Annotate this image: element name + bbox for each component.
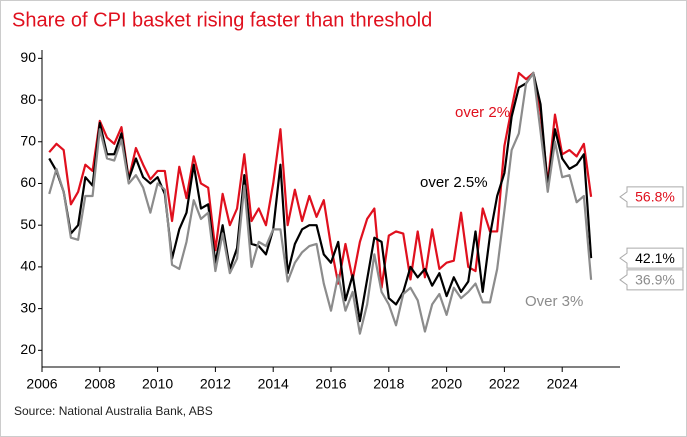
line	[48, 71, 593, 335]
x-tick-label: 2022	[489, 376, 520, 392]
x-tick-label: 2008	[84, 376, 115, 392]
y-tick-label: 20	[20, 341, 36, 357]
y-tick-label: 60	[20, 174, 36, 190]
x-tick-label: 2018	[373, 376, 404, 392]
x-tick-label: 2014	[258, 376, 289, 392]
label-box	[619, 247, 684, 269]
chart-title: Share of CPI basket rising faster than t…	[12, 9, 432, 31]
x-tick-label: 2006	[26, 376, 57, 392]
series-label: over 2.5%	[420, 174, 488, 191]
label-box	[619, 186, 684, 208]
y-tick-label: 70	[20, 132, 36, 148]
series-label: over 2%	[455, 104, 510, 121]
source: Source: National Australia Bank, ABS	[14, 404, 213, 418]
x-tick-label: 2020	[431, 376, 462, 392]
label-box	[619, 269, 684, 291]
y-tick-label: 80	[20, 91, 36, 107]
value-label: 36.9%	[635, 272, 675, 288]
x-tick-label: 2012	[200, 376, 231, 392]
x-tick-label: 2024	[547, 376, 578, 392]
line	[48, 71, 593, 289]
line	[48, 71, 593, 323]
x-tick-label: 2016	[315, 376, 346, 392]
value-label: 56.8%	[635, 189, 675, 205]
x-tick-label: 2010	[142, 376, 173, 392]
series-label: Over 3%	[525, 293, 583, 310]
y-tick-label: 40	[20, 258, 36, 274]
value-label: 42.1%	[635, 250, 675, 266]
y-tick-label: 30	[20, 299, 36, 315]
y-tick-label: 90	[20, 49, 36, 65]
y-tick-label: 50	[20, 216, 36, 232]
